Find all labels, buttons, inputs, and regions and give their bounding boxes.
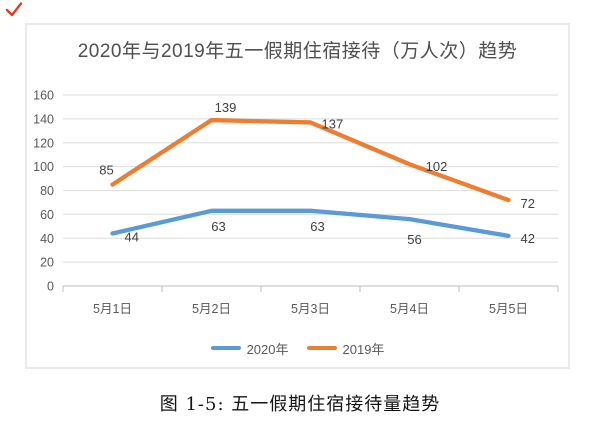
- legend-label-2020: 2020年: [246, 341, 289, 357]
- chart-container: [25, 23, 570, 369]
- legend-label-2019: 2019年: [342, 341, 385, 357]
- figure-caption: 图 1-5: 五一假期住宿接待量趋势: [159, 394, 441, 415]
- legend-item-2020: 2020年: [210, 339, 289, 358]
- chart-title: 2020年与2019年五一假期住宿接待（万人次）趋势: [77, 41, 518, 62]
- legend-item-2019: 2019年: [306, 339, 385, 358]
- legend-swatch-2020-line: [210, 345, 241, 351]
- legend-swatch-2019-line: [306, 345, 337, 351]
- red-check-icon: [5, 2, 23, 17]
- red-check-stroke: [5, 2, 23, 17]
- chart-legend: 2020年 2019年: [25, 339, 570, 357]
